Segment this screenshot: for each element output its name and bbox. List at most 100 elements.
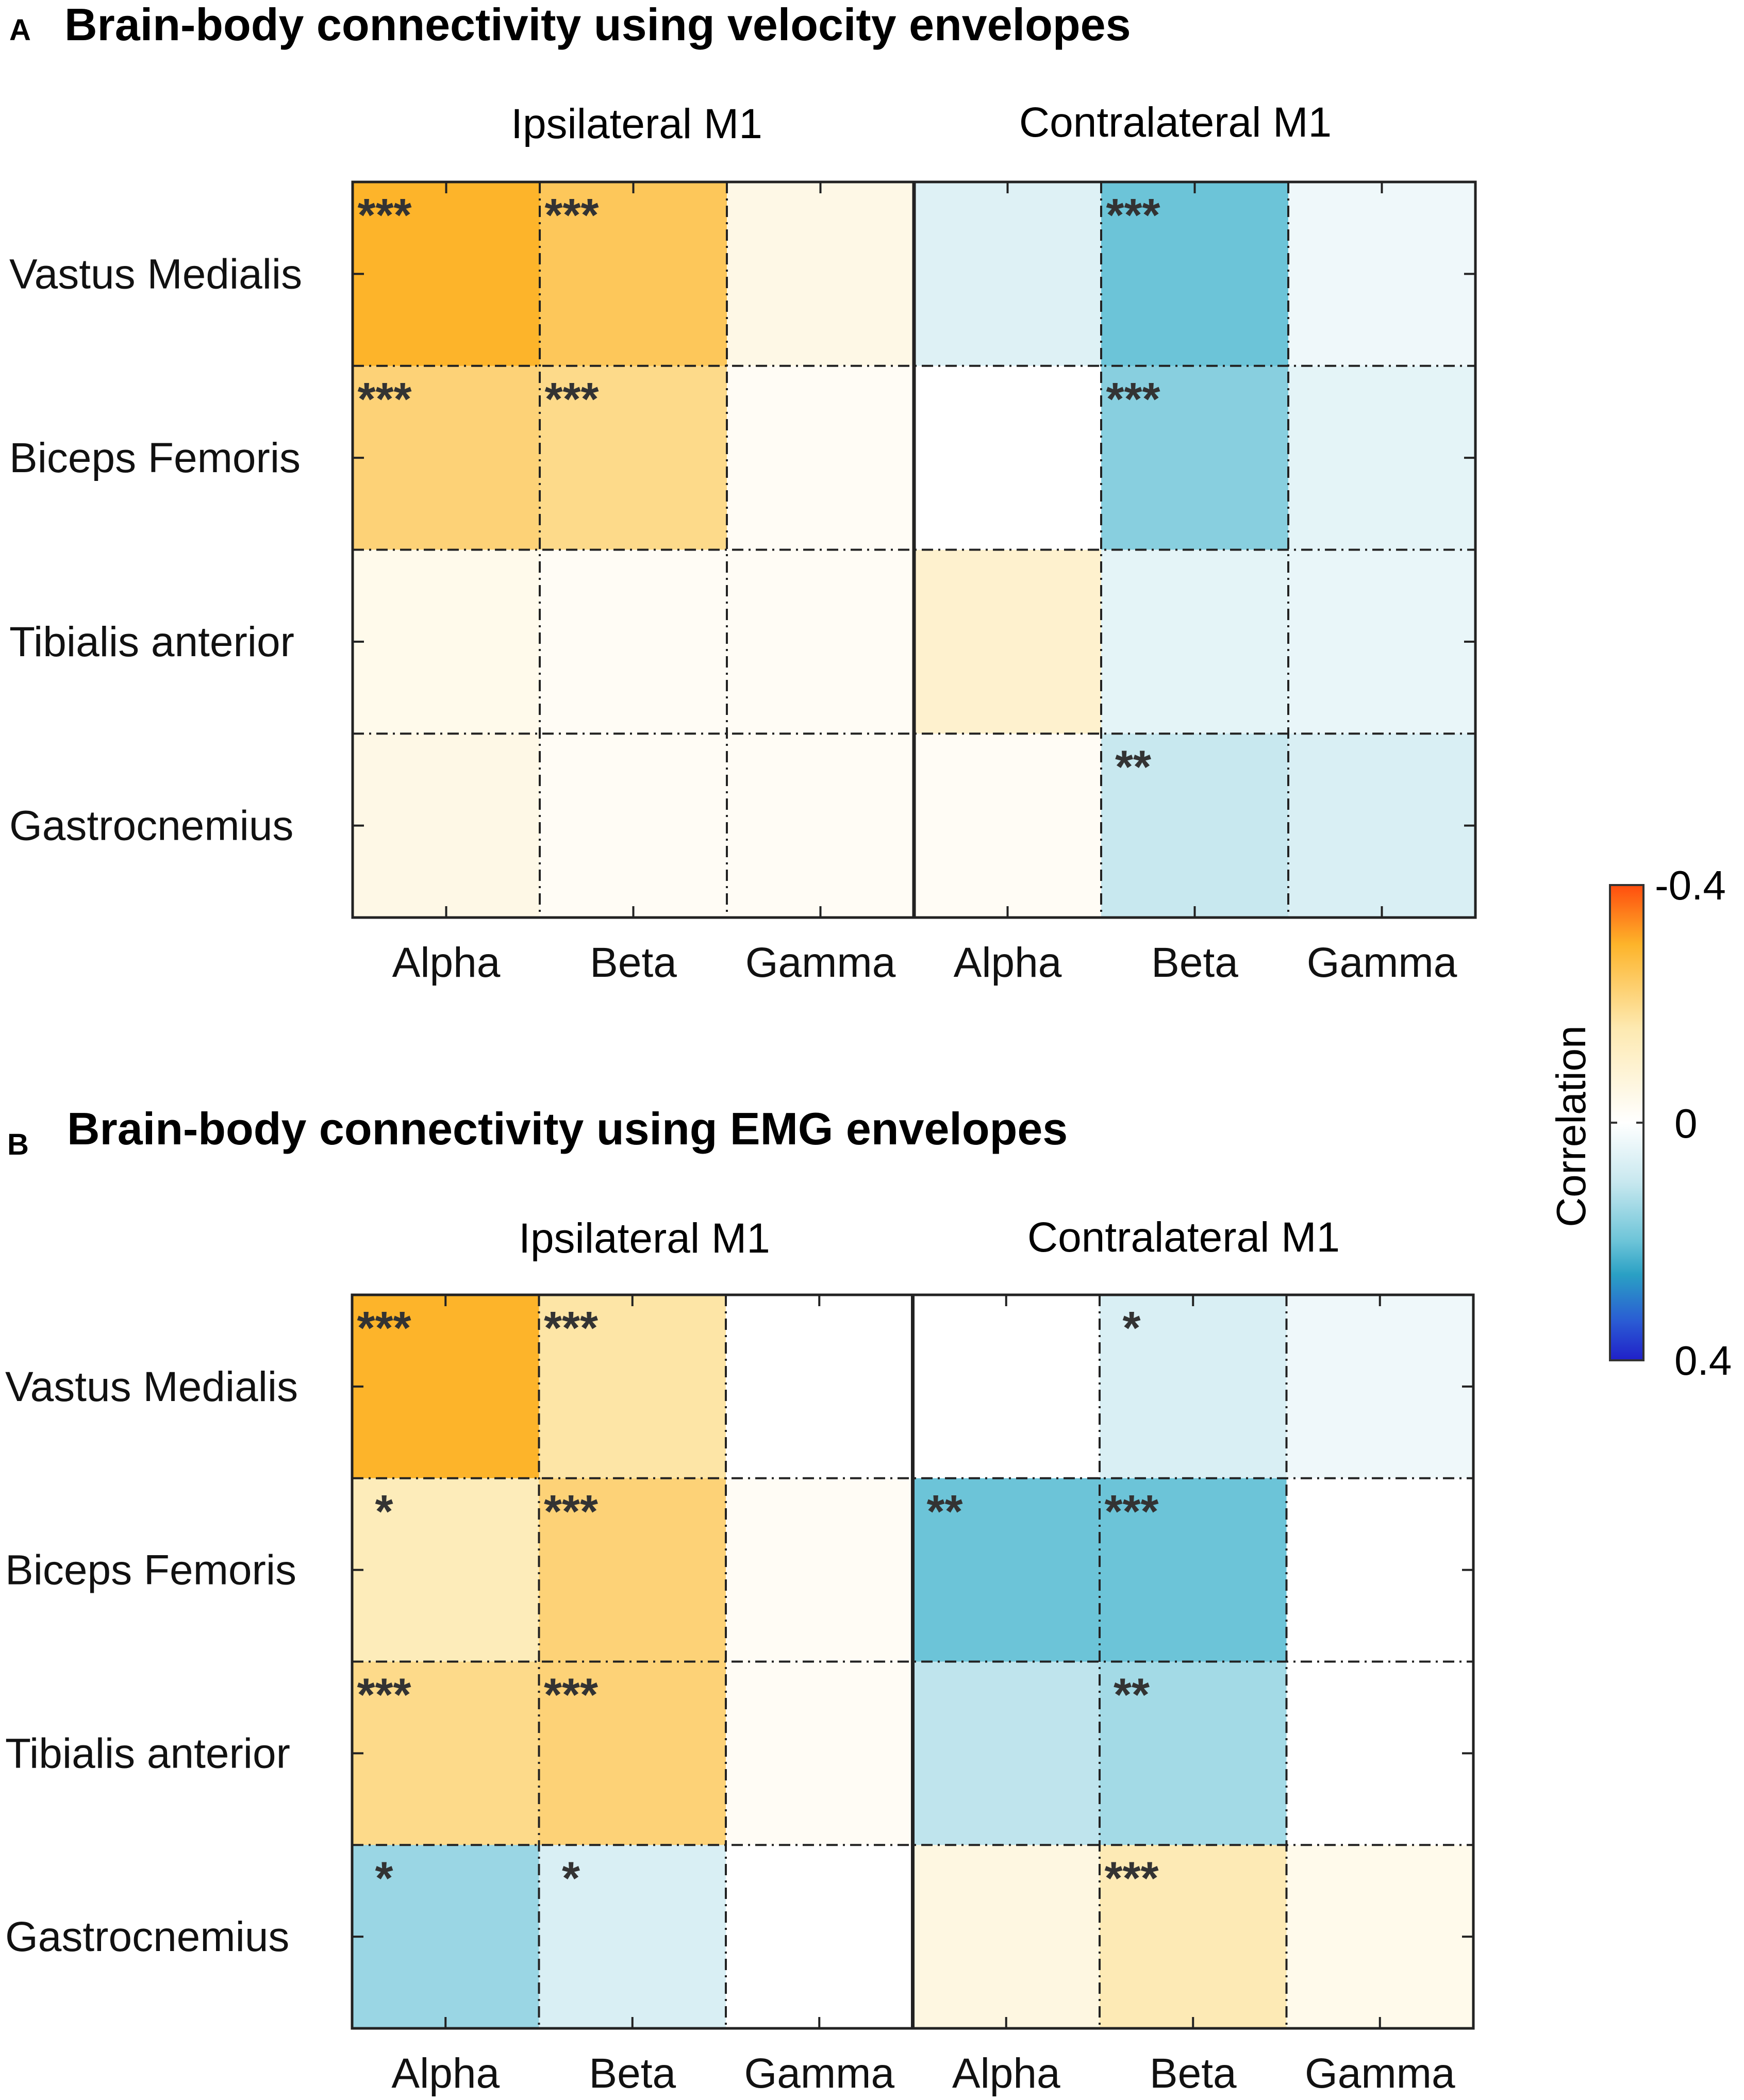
heatmap-cell [539, 1661, 726, 1845]
heatmap-cell [353, 182, 540, 366]
x-tick-label: Alpha [391, 2050, 500, 2097]
x-tick-label: Gamma [1307, 939, 1457, 986]
heatmap-cell [726, 1845, 913, 2029]
panel-b-group-ipsilateral: Ipsilateral M1 [519, 1215, 770, 1262]
heatmap-cell [912, 1845, 1100, 2029]
heatmap-cell [1286, 1661, 1474, 1845]
heatmap-cell [1288, 182, 1476, 366]
significance-label: *** [357, 374, 411, 425]
heatmap-cell [1101, 365, 1289, 550]
heatmap-cell [1100, 1295, 1287, 1479]
x-tick-label: Gamma [745, 939, 896, 986]
heatmap-cell [912, 1478, 1100, 1662]
panel-b-letter: B [7, 1128, 29, 1161]
panel-a-group-ipsilateral: Ipsilateral M1 [511, 101, 762, 147]
heatmap-cell [727, 365, 915, 550]
heatmap-cell [352, 1295, 539, 1479]
significance-label: * [562, 1853, 580, 1904]
heatmap-cell [1101, 549, 1289, 734]
x-tick-label: Beta [589, 2050, 676, 2097]
heatmap-cell [1288, 549, 1476, 734]
significance-label: *** [357, 1303, 411, 1354]
colorbar-mid-label: 0 [1674, 1101, 1698, 1146]
heatmap-cell [1100, 1661, 1287, 1845]
heatmap-cell [727, 734, 915, 918]
y-tick-label: Gastrocnemius [5, 1913, 289, 1960]
x-tick-label: Beta [1150, 2050, 1237, 2097]
significance-label: * [375, 1853, 393, 1904]
heatmap-b: Alpha Beta Gamma Alpha Beta Gamma Vastus Media… [5, 1293, 1475, 2097]
heatmap-cell [540, 182, 727, 366]
x-tick-label: Alpha [952, 2050, 1060, 2097]
significance-label: *** [1106, 190, 1160, 241]
colorbar-axis-label: Correlation [1548, 1025, 1594, 1227]
significance-label: *** [544, 1303, 598, 1354]
heatmap-cell [540, 549, 727, 734]
panel-a-title: Brain-body connectivity using velocity e… [64, 0, 1131, 50]
y-tick-label: Gastrocnemius [9, 803, 293, 849]
heatmap-cell [1288, 365, 1476, 550]
plot-frame [351, 1293, 1475, 2030]
y-tick-label: Vastus Medialis [9, 251, 302, 297]
panel-a-group-contralateral: Contralateral M1 [1019, 99, 1332, 146]
significance-label: *** [1106, 374, 1160, 425]
heatmap-cell [539, 1478, 726, 1662]
heatmap-cell [914, 365, 1102, 550]
heatmap-cell [726, 1478, 913, 1662]
plot-frame [351, 180, 1477, 919]
x-tick-label: Gamma [744, 2050, 894, 2097]
heatmap-cell [540, 734, 727, 918]
heatmap-cell [353, 549, 540, 734]
heatmap-cell [726, 1295, 913, 1479]
colorbar: -0.4 0 0.4 Correlation [1548, 862, 1732, 1384]
significance-label: *** [357, 190, 411, 241]
significance-label: *** [544, 190, 599, 241]
x-tick-label: Gamma [1305, 2050, 1455, 2097]
significance-label: ** [1114, 1670, 1150, 1721]
heatmap-cell [352, 1661, 539, 1845]
y-tick-label: Biceps Femoris [9, 435, 301, 481]
significance-label: * [1122, 1303, 1140, 1354]
significance-label: *** [1104, 1486, 1158, 1538]
heatmap-cell [912, 1661, 1100, 1845]
heatmap-cell [539, 1845, 726, 2029]
heatmap-cell [914, 549, 1102, 734]
panel-a-letter: A [9, 13, 31, 47]
significance-label: ** [1115, 741, 1151, 793]
heatmap-cell [1100, 1478, 1287, 1662]
x-tick-label: Alpha [392, 939, 501, 986]
heatmap-cell [727, 182, 915, 366]
significance-label: *** [544, 374, 599, 425]
heatmap-cell [352, 1478, 539, 1662]
significance-label: *** [1104, 1853, 1158, 1904]
panel-b-group-contralateral: Contralateral M1 [1027, 1214, 1340, 1261]
heatmap-cell [914, 734, 1102, 918]
heatmap-cell [352, 1845, 539, 2029]
heatmap-cell [1101, 182, 1289, 366]
heatmap-a: Alpha Beta Gamma Alpha Beta Gamma Vastus Media… [9, 180, 1477, 986]
significance-label: *** [544, 1670, 598, 1721]
y-tick-label: Tibialis anterior [9, 619, 294, 665]
y-tick-label: Tibialis anterior [5, 1730, 290, 1777]
heatmap-cell [1286, 1295, 1474, 1479]
heatmap-cell [540, 365, 727, 550]
heatmap-cell [353, 734, 540, 918]
panel-b-title: Brain-body connectivity using EMG envelo… [67, 1103, 1068, 1154]
x-tick-label: Beta [1151, 939, 1238, 986]
heatmap-cell [1288, 734, 1476, 918]
heatmap-cell [1101, 734, 1289, 918]
significance-label: *** [544, 1486, 598, 1538]
heatmap-cell [727, 549, 915, 734]
colorbar-top-label: -0.4 [1655, 862, 1726, 908]
significance-label: * [375, 1486, 393, 1538]
heatmap-cell [1286, 1845, 1474, 2029]
heatmap-cell [1286, 1478, 1474, 1662]
significance-label: *** [357, 1670, 411, 1721]
y-tick-label: Biceps Femoris [5, 1547, 296, 1594]
heatmap-cell [1100, 1845, 1287, 2029]
heatmap-cell [914, 182, 1102, 366]
heatmap-cell [353, 365, 540, 550]
heatmap-cell [912, 1295, 1100, 1479]
heatmap-cell [726, 1661, 913, 1845]
